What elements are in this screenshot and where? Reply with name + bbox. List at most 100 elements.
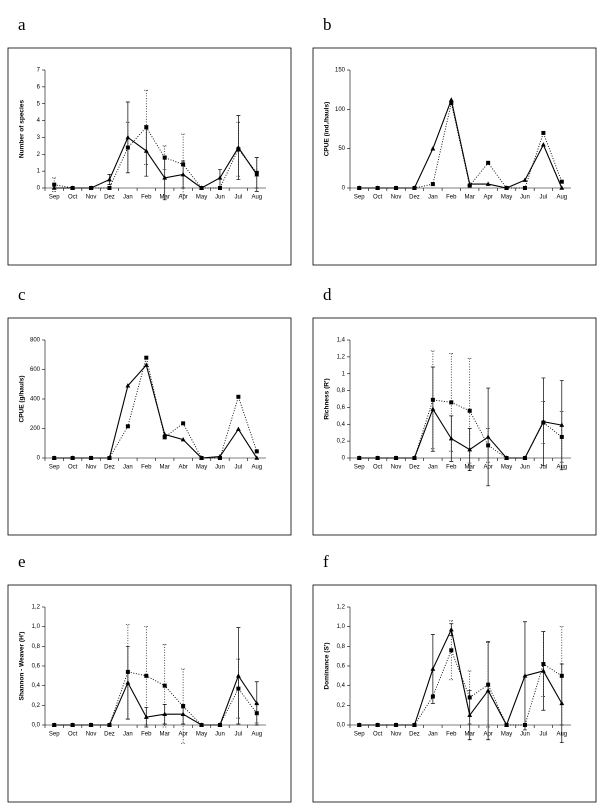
marker-triangle xyxy=(107,176,112,182)
marker-square xyxy=(181,421,186,426)
marker-square xyxy=(217,456,222,460)
x-tick-label: Oct xyxy=(68,465,78,471)
y-tick-label: 50 xyxy=(338,146,345,152)
x-tick-label: Jul xyxy=(235,195,243,201)
y-tick-label: 5 xyxy=(37,101,41,107)
x-tick-label: Feb xyxy=(141,732,152,738)
marker-triangle xyxy=(540,142,546,147)
marker-square xyxy=(467,695,472,700)
series-line xyxy=(54,363,258,459)
x-tick-label: Feb xyxy=(446,732,457,738)
marker-square xyxy=(125,145,130,150)
y-tick-label: 0,8 xyxy=(337,644,346,650)
x-tick-label: Aug xyxy=(556,195,567,201)
error-bar xyxy=(144,626,149,726)
series-line xyxy=(359,399,563,459)
marker-square xyxy=(541,662,546,667)
y-axis-title: Richness (R') xyxy=(324,378,331,419)
marker-square xyxy=(236,147,241,152)
x-tick-label: May xyxy=(196,465,207,471)
marker-square xyxy=(254,449,259,454)
y-tick-label: 0,2 xyxy=(32,703,41,709)
x-tick-label: Feb xyxy=(141,465,152,471)
marker-triangle xyxy=(235,426,241,432)
marker-triangle xyxy=(467,446,473,452)
y-tick-label: 0,2 xyxy=(337,439,346,445)
marker-square xyxy=(181,704,186,709)
x-tick-label: Sep xyxy=(354,465,365,471)
y-axis-title: Dominance (S') xyxy=(324,642,331,689)
marker-square xyxy=(144,125,149,130)
x-tick-label: Jun xyxy=(215,732,225,738)
x-tick-label: Abr xyxy=(178,465,187,471)
x-tick-label: Jul xyxy=(235,465,243,471)
marker-square xyxy=(125,669,130,674)
panel-letter: b xyxy=(323,15,332,34)
x-tick-label: May xyxy=(501,465,512,471)
marker-square xyxy=(449,400,454,405)
panel-frame xyxy=(312,317,597,536)
marker-square xyxy=(412,456,417,460)
y-tick-label: 0 xyxy=(342,456,346,462)
marker-square xyxy=(375,456,380,460)
panel-letter: e xyxy=(18,552,26,571)
x-tick-label: Dez xyxy=(104,195,115,201)
series-line xyxy=(54,674,258,726)
marker-triangle xyxy=(254,700,260,706)
marker-square xyxy=(486,443,491,448)
marker-square xyxy=(504,723,509,727)
y-tick-label: 600 xyxy=(30,367,41,373)
marker-square xyxy=(486,682,491,687)
marker-triangle xyxy=(430,666,436,671)
marker-triangle xyxy=(125,383,131,388)
marker-square xyxy=(89,186,94,190)
x-tick-label: Aug xyxy=(251,732,262,738)
marker-square xyxy=(89,723,94,727)
series-line xyxy=(359,102,563,189)
marker-square xyxy=(236,394,241,399)
y-tick-label: 0 xyxy=(342,186,346,192)
y-tick-label: 1,2 xyxy=(337,354,346,360)
x-tick-label: Nov xyxy=(391,195,402,201)
x-tick-label: Jan xyxy=(123,465,133,471)
error-bar xyxy=(449,353,454,452)
y-axis-title: CPUE (g/hauls) xyxy=(19,376,26,423)
x-tick-label: Dez xyxy=(104,465,115,471)
marker-square xyxy=(357,186,362,190)
marker-square xyxy=(430,397,435,402)
x-tick-label: Aug xyxy=(251,195,262,201)
error-bar xyxy=(559,626,564,726)
x-tick-label: Nov xyxy=(86,732,97,738)
y-axis-title: CPUE (ind./hauls) xyxy=(324,102,331,157)
error-bar xyxy=(254,157,259,189)
x-tick-label: Sep xyxy=(49,195,60,201)
series-line xyxy=(54,136,258,189)
x-tick-label: Jan xyxy=(123,732,133,738)
y-tick-label: 1,2 xyxy=(337,605,346,611)
marker-square xyxy=(125,424,130,429)
y-tick-label: 1,2 xyxy=(32,605,41,611)
x-tick-label: Oct xyxy=(373,195,383,201)
x-tick-label: Feb xyxy=(446,195,457,201)
marker-square xyxy=(504,456,509,460)
marker-square xyxy=(107,723,112,727)
series-line xyxy=(54,357,258,459)
marker-square xyxy=(199,723,204,727)
x-tick-label: Sep xyxy=(354,732,365,738)
marker-square xyxy=(162,155,167,160)
panel-frame xyxy=(7,47,292,266)
marker-triangle xyxy=(448,436,454,441)
marker-square xyxy=(162,435,167,440)
y-tick-label: 0,6 xyxy=(337,405,346,411)
y-tick-label: 2 xyxy=(37,152,41,158)
marker-triangle xyxy=(180,436,186,442)
x-tick-label: Apr xyxy=(483,195,492,201)
marker-square xyxy=(504,186,509,190)
marker-square xyxy=(394,186,399,190)
x-tick-label: Jun xyxy=(520,195,530,201)
x-tick-label: Mar xyxy=(160,732,170,738)
x-tick-label: Mar xyxy=(160,465,170,471)
marker-triangle xyxy=(143,362,149,367)
marker-square xyxy=(217,723,222,727)
y-tick-label: 3 xyxy=(37,135,41,141)
